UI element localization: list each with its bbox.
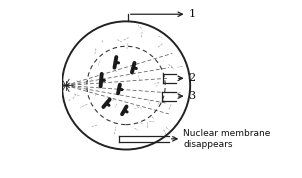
Text: Nuclear membrane
disappears: Nuclear membrane disappears — [183, 129, 270, 149]
Text: 3: 3 — [188, 91, 195, 101]
Text: 2: 2 — [188, 73, 195, 83]
Text: 1: 1 — [188, 9, 195, 19]
